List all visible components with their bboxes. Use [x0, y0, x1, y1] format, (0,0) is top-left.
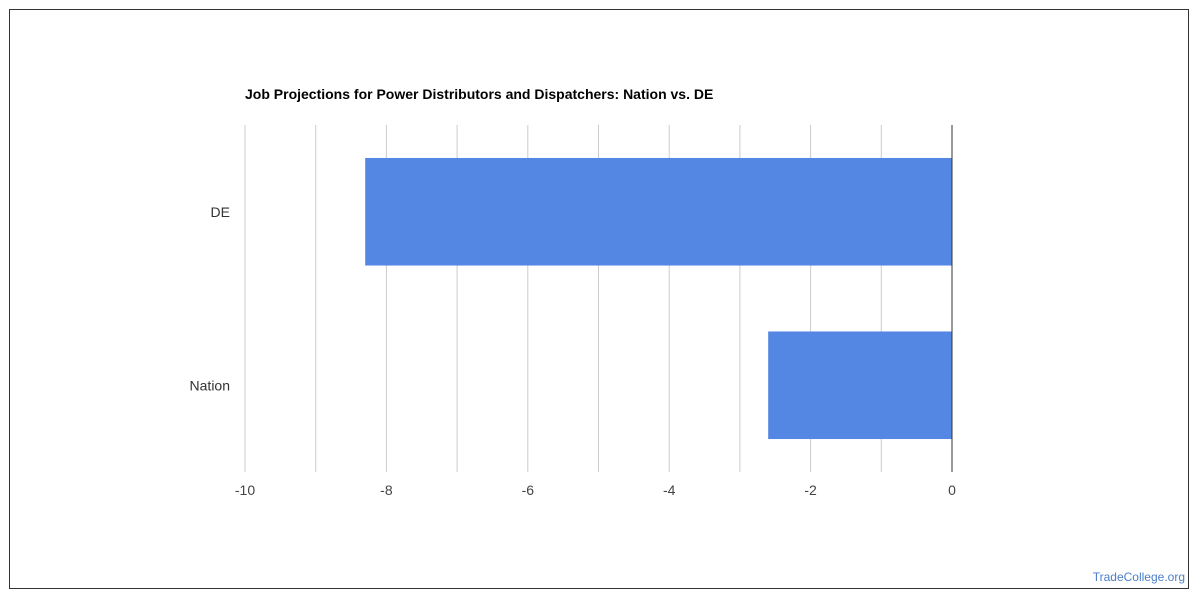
- x-tick-labels: -10 -8 -6 -4 -2 0: [235, 482, 956, 498]
- category-label: Nation: [190, 377, 230, 393]
- x-tick-label: 0: [948, 482, 956, 498]
- x-tick-label: -8: [380, 482, 393, 498]
- bar-de: [365, 157, 952, 266]
- x-tick-label: -2: [804, 482, 817, 498]
- x-tick-label: -6: [522, 482, 535, 498]
- category-labels: DE Nation: [190, 204, 230, 394]
- x-tick-label: -10: [235, 482, 255, 498]
- category-label: DE: [211, 204, 230, 220]
- bar-nation: [768, 331, 952, 440]
- x-tick-label: -4: [663, 482, 676, 498]
- chart-title: Job Projections for Power Distributors a…: [245, 86, 714, 102]
- bars: [365, 157, 952, 440]
- watermark[interactable]: TradeCollege.org: [1092, 570, 1185, 584]
